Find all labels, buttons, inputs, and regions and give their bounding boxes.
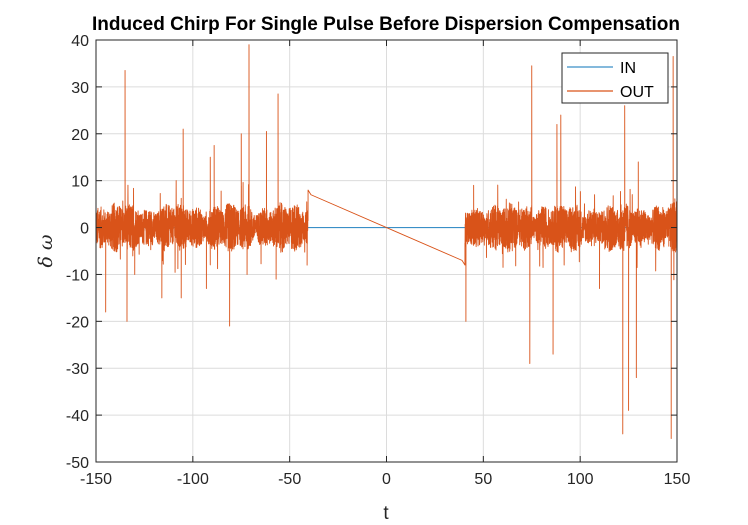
- y-axis-label: δ ω: [35, 235, 57, 268]
- axis-ticks: -150 -100 -50 0 50 100 150-50-40-30-20-1001020…: [66, 33, 691, 488]
- x-tick-label: 50: [474, 471, 492, 488]
- y-tick-label: -10: [66, 267, 89, 284]
- legend-box: [561, 52, 669, 104]
- x-tick-label: 150: [664, 471, 691, 488]
- y-tick-label: 0: [80, 221, 89, 238]
- y-tick-label: -30: [66, 361, 89, 378]
- y-tick-label: -50: [66, 455, 89, 472]
- y-tick-label: -40: [66, 408, 89, 425]
- y-tick-label: 30: [71, 80, 89, 97]
- x-tick-label: -50: [278, 471, 301, 488]
- x-tick-label: 0: [382, 471, 391, 488]
- y-tick-label: 10: [71, 174, 89, 191]
- x-tick-label: 100: [567, 471, 594, 488]
- legend: IN OUT: [561, 52, 669, 104]
- series-out-line: [95, 44, 678, 440]
- y-tick-label: 40: [71, 33, 89, 50]
- legend-label-in: IN: [620, 60, 636, 77]
- y-tick-label: 20: [71, 127, 89, 144]
- legend-label-out: OUT: [620, 84, 654, 101]
- chart-title: Induced Chirp For Single Pulse Before Di…: [92, 14, 680, 35]
- plot-lines: [95, 44, 678, 440]
- x-tick-label: -150: [80, 471, 112, 488]
- x-tick-label: -100: [177, 471, 209, 488]
- x-axis-label: t: [383, 503, 389, 524]
- y-tick-label: -20: [66, 314, 89, 331]
